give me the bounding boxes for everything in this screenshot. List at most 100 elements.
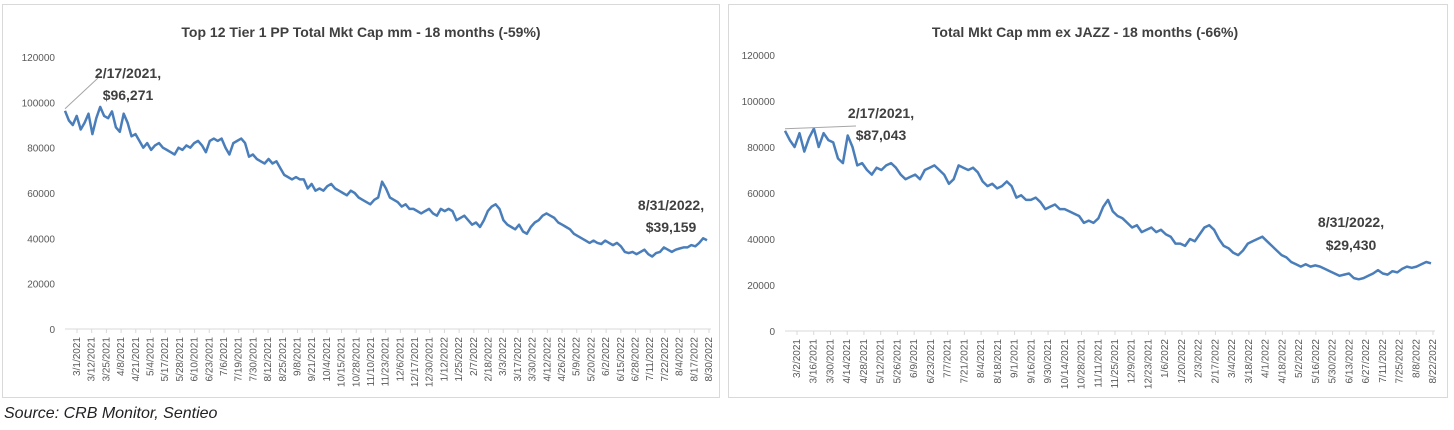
x-tick-label: 3/4/2022 [1227,339,1238,378]
x-tick-label: 8/30/2022 [704,337,715,382]
x-tick-label: 5/26/2021 [892,339,903,384]
x-tick-label: 10/14/2021 [1060,339,1071,389]
x-tick-label: 12/6/2021 [395,337,406,382]
x-tick-label: 5/2/2022 [1294,339,1305,378]
x-tick-label: 7/11/2022 [1378,339,1389,383]
annotation-value-label: $39,159 [646,219,697,235]
x-tick-label: 5/28/2021 [175,337,186,382]
x-tick-label: 8/8/2022 [1411,339,1422,378]
y-tick-label: 60000 [27,189,55,200]
y-tick-label: 0 [49,325,55,336]
x-tick-label: 4/1/2022 [1261,339,1272,378]
x-tick-label: 9/21/2021 [307,337,318,382]
x-tick-label: 4/14/2021 [842,339,853,384]
y-tick-label: 120000 [22,53,56,64]
x-tick-label: 6/23/2021 [204,337,215,382]
series-line [783,127,1432,281]
annotation-date-label: 2/17/2021, [848,105,914,121]
x-tick-label: 5/30/2022 [1328,339,1339,384]
x-tick-label: 1/25/2022 [454,337,465,382]
x-tick-label: 4/28/2021 [859,339,870,384]
y-tick-label: 120000 [742,51,776,62]
y-tick-label: 20000 [27,280,55,291]
x-tick-label: 7/25/2022 [1395,339,1406,384]
series-line [63,105,708,258]
y-tick-label: 80000 [747,143,775,154]
x-tick-label: 10/15/2021 [337,337,348,387]
x-tick-label: 9/16/2021 [1026,339,1037,384]
x-tick-label: 10/4/2021 [322,337,333,382]
x-tick-label: 12/23/2021 [1143,339,1154,389]
source-note: Source: CRB Monitor, Sentieo [4,405,218,422]
x-tick-label: 2/7/2022 [469,337,480,376]
x-tick-label: 3/3/2022 [498,337,509,376]
x-tick-label: 6/15/2022 [616,337,627,382]
x-tick-label: 6/23/2021 [926,339,937,384]
x-tick-label: 9/30/2021 [1043,339,1054,384]
x-tick-label: 3/17/2022 [513,337,524,382]
x-tick-label: 7/19/2021 [234,337,245,382]
y-tick-label: 80000 [27,144,55,155]
x-tick-label: 6/2/2022 [601,337,612,376]
chart-panel-left: Top 12 Tier 1 PP Total Mkt Cap mm - 18 m… [2,4,720,398]
x-tick-label: 4/21/2021 [131,337,142,382]
x-tick-label: 3/1/2021 [72,337,83,376]
y-tick-label: 60000 [747,189,775,200]
x-tick-label: 11/10/2021 [366,337,377,387]
x-tick-label: 6/9/2021 [909,339,920,378]
x-tick-label: 2/18/2022 [484,337,495,382]
chart-panel-right: Total Mkt Cap mm ex JAZZ - 18 months (-6… [728,4,1448,398]
chart-title: Total Mkt Cap mm ex JAZZ - 18 months (-6… [932,24,1238,40]
x-tick-label: 3/2/2021 [792,339,803,378]
y-tick-label: 40000 [747,235,775,246]
x-tick-label: 6/28/2022 [631,337,642,382]
x-tick-label: 7/22/2022 [660,337,671,382]
y-tick-label: 100000 [742,97,776,108]
x-tick-label: 3/30/2022 [528,337,539,382]
x-tick-label: 6/13/2022 [1344,339,1355,384]
x-tick-label: 5/16/2022 [1311,339,1322,384]
x-tick-label: 12/30/2021 [425,337,436,387]
x-tick-label: 8/4/2022 [675,337,686,376]
x-tick-label: 6/10/2021 [190,337,201,382]
annotation-value-label: $29,430 [1326,237,1377,253]
x-tick-label: 9/1/2021 [1010,339,1021,378]
x-tick-label: 3/25/2021 [101,337,112,382]
x-tick-label: 11/11/2021 [1093,339,1104,388]
annotation-date-label: 8/31/2022, [1318,214,1384,230]
y-tick-label: 20000 [747,281,775,292]
x-tick-label: 12/9/2021 [1127,339,1138,384]
x-tick-label: 11/23/2021 [381,337,392,387]
x-tick-label: 3/12/2021 [87,337,98,382]
annotation-leader-line [784,125,857,130]
x-tick-label: 4/12/2022 [542,337,553,382]
y-tick-label: 40000 [27,234,55,245]
x-tick-label: 1/12/2022 [439,337,450,382]
annotation-value-label: $87,043 [856,127,907,143]
x-tick-label: 5/4/2021 [145,337,156,376]
x-tick-label: 5/17/2021 [160,337,171,382]
chart-title: Top 12 Tier 1 PP Total Mkt Cap mm - 18 m… [181,24,540,40]
x-tick-label: 7/21/2021 [959,339,970,384]
x-tick-label: 2/3/2022 [1194,339,1205,378]
x-tick-label: 5/12/2021 [876,339,887,384]
annotation-leader-line [64,77,99,110]
x-tick-label: 2/17/2022 [1210,339,1221,384]
x-tick-label: 4/8/2021 [116,337,127,376]
x-tick-label: 7/11/2022 [645,337,656,381]
x-tick-label: 8/17/2022 [689,337,700,382]
x-tick-label: 7/30/2021 [248,337,259,382]
chart-left: Top 12 Tier 1 PP Total Mkt Cap mm - 18 m… [22,24,715,387]
x-tick-label: 3/30/2021 [825,339,836,384]
x-tick-label: 5/9/2022 [572,337,583,376]
x-tick-label: 1/20/2022 [1177,339,1188,384]
x-tick-label: 7/6/2021 [219,337,230,376]
x-tick-label: 6/27/2022 [1361,339,1372,384]
x-tick-label: 4/26/2022 [557,337,568,382]
x-tick-label: 7/7/2021 [943,339,954,378]
x-tick-label: 11/25/2021 [1110,339,1121,389]
x-tick-label: 8/22/2022 [1428,339,1439,384]
x-tick-label: 8/12/2021 [263,337,274,382]
x-tick-label: 3/18/2022 [1244,339,1255,384]
x-tick-label: 10/28/2021 [351,337,362,387]
